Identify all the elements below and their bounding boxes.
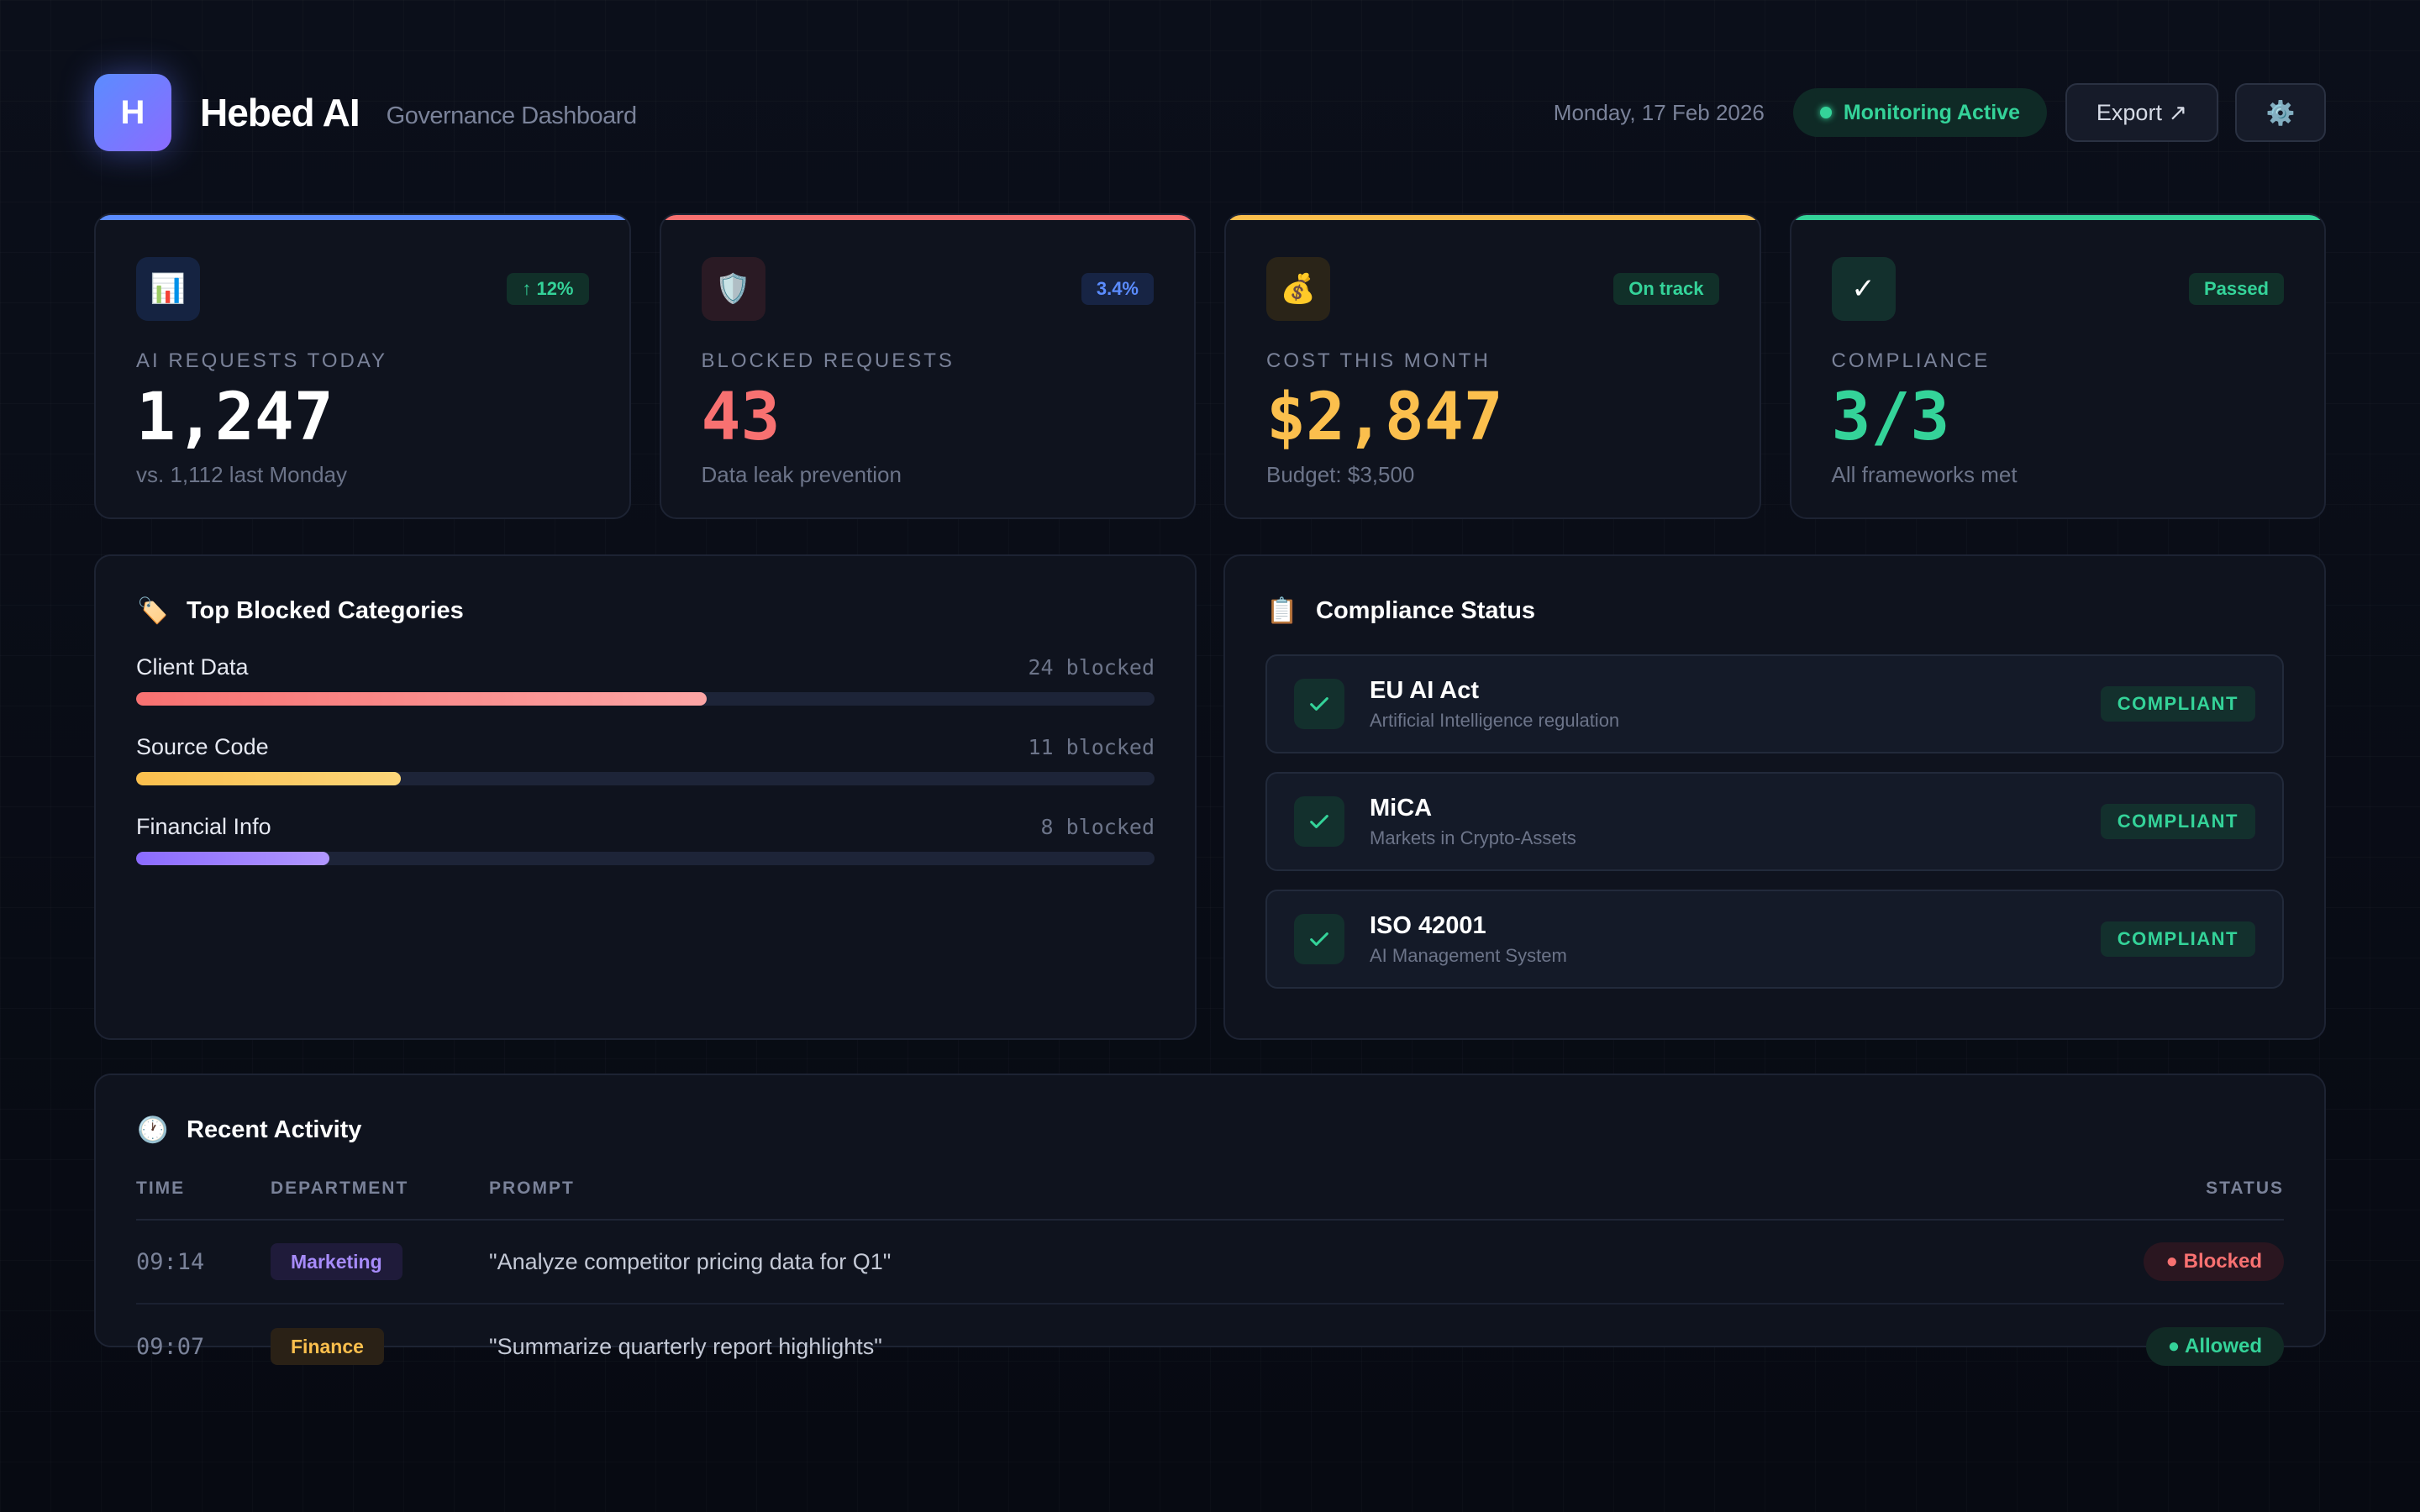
kpi-card-compliance: ✓ Passed COMPLIANCE 3/3 All frameworks m… [1789, 213, 2326, 519]
panel-title: 🏷️ Top Blocked Categories [136, 596, 1155, 626]
kpi-label: BLOCKED REQUESTS [701, 349, 955, 372]
panel-title-text: Top Blocked Categories [187, 597, 464, 624]
table-row[interactable]: 09:07 Finance "Summarize quarterly repor… [136, 1305, 2284, 1389]
chart-icon: 📊 [136, 257, 200, 321]
row-time: 09:07 [136, 1333, 205, 1360]
clipboard-icon: 📋 [1266, 597, 1298, 625]
department-tag: Finance [271, 1328, 384, 1365]
check-icon [1294, 914, 1344, 964]
kpi-subtext: Data leak prevention [701, 462, 902, 487]
column-header-prompt[interactable]: PROMPT [489, 1179, 575, 1198]
category-count: 8 blocked [1040, 815, 1155, 839]
category-name: Source Code [136, 734, 269, 759]
logo: H [94, 74, 171, 151]
header-actions: Monday, 17 Feb 2026 Monitoring Active Ex… [1554, 83, 2326, 142]
monitoring-status-badge: Monitoring Active [1792, 88, 2047, 137]
department-tag: Marketing [271, 1243, 402, 1280]
status-dot-icon [1819, 107, 1832, 118]
progress-track [136, 772, 1155, 785]
row-prompt: "Analyze competitor pricing data for Q1" [489, 1248, 892, 1274]
framework-description: AI Management System [1370, 944, 1567, 966]
panel-title: 🕐 Recent Activity [136, 1116, 2284, 1145]
column-header-status[interactable]: STATUS [2206, 1179, 2284, 1198]
checkmark-icon: ✓ [1831, 257, 1896, 321]
kpi-value: 43 [701, 380, 781, 455]
framework-item-mica[interactable]: MiCA Markets in Crypto-Assets COMPLIANT [1265, 772, 2284, 871]
panel-title-text: Recent Activity [187, 1116, 362, 1143]
row-prompt: "Summarize quarterly report highlights" [489, 1333, 882, 1359]
current-date: Monday, 17 Feb 2026 [1553, 99, 1765, 125]
category-name: Financial Info [136, 814, 271, 839]
check-icon [1294, 679, 1344, 729]
framework-description: Artificial Intelligence regulation [1370, 709, 1620, 731]
status-badge: ● Allowed [2145, 1327, 2284, 1366]
check-icon [1294, 796, 1344, 847]
kpi-card-ai-requests: 📊 ↑ 12% AI REQUESTS TODAY 1,247 vs. 1,11… [94, 213, 631, 519]
compliance-status-panel: 📋 Compliance Status EU AI Act Artificial… [1223, 554, 2326, 1040]
progress-fill [136, 852, 330, 865]
compliance-badge: Passed [2188, 273, 2284, 305]
progress-fill [136, 772, 402, 785]
category-count: 24 blocked [1028, 655, 1155, 680]
kpi-card-blocked-requests: 🛡️ 3.4% BLOCKED REQUESTS 43 Data leak pr… [659, 213, 1196, 519]
export-button[interactable]: Export ↗ [2065, 83, 2218, 142]
framework-name: EU AI Act [1370, 676, 1479, 704]
kpi-subtext: Budget: $3,500 [1266, 462, 1415, 487]
compliant-badge: COMPLIANT [2100, 804, 2255, 839]
kpi-label: AI REQUESTS TODAY [136, 349, 388, 372]
blocked-categories-panel: 🏷️ Top Blocked Categories Client Data 24… [94, 554, 1197, 1040]
card-accent-bar [660, 215, 1194, 220]
column-header-department[interactable]: DEPARTMENT [271, 1179, 409, 1198]
kpi-label: COST THIS MONTH [1266, 349, 1491, 372]
card-accent-bar [1226, 215, 1760, 220]
table-header: TIME DEPARTMENT PROMPT STATUS [136, 1179, 2284, 1221]
clock-icon: 🕐 [137, 1116, 169, 1144]
kpi-label: COMPLIANCE [1831, 349, 1991, 372]
category-item: Client Data 24 blocked [136, 654, 1155, 706]
card-accent-bar [96, 215, 629, 220]
brand-name: Hebed AI [200, 91, 360, 134]
framework-name: ISO 42001 [1370, 911, 1486, 939]
budget-status-badge: On track [1613, 273, 1719, 305]
kpi-subtext: vs. 1,112 last Monday [136, 462, 347, 487]
shield-icon: 🛡️ [701, 257, 765, 321]
compliant-badge: COMPLIANT [2100, 686, 2255, 722]
status-badge: ● Blocked [2144, 1242, 2284, 1281]
progress-track [136, 852, 1155, 865]
framework-name: MiCA [1370, 794, 1433, 822]
money-bag-icon: 💰 [1266, 257, 1330, 321]
kpi-subtext: All frameworks met [1831, 462, 2018, 487]
kpi-value: 1,247 [136, 380, 334, 455]
framework-item-eu-ai-act[interactable]: EU AI Act Artificial Intelligence regula… [1265, 654, 2284, 753]
gear-icon: ⚙️ [2265, 99, 2296, 126]
row-time: 09:14 [136, 1248, 205, 1275]
rate-badge: 3.4% [1081, 273, 1154, 305]
trend-badge: ↑ 12% [507, 273, 589, 305]
kpi-card-cost: 💰 On track COST THIS MONTH $2,847 Budget… [1224, 213, 1761, 519]
table-row[interactable]: 09:14 Marketing "Analyze competitor pric… [136, 1221, 2284, 1305]
kpi-cards: 📊 ↑ 12% AI REQUESTS TODAY 1,247 vs. 1,11… [94, 213, 2326, 519]
column-header-time[interactable]: TIME [136, 1179, 186, 1198]
category-count: 11 blocked [1028, 735, 1155, 759]
page-subtitle: Governance Dashboard [386, 102, 637, 129]
recent-activity-panel: 🕐 Recent Activity TIME DEPARTMENT PROMPT… [94, 1074, 2326, 1366]
settings-button[interactable]: ⚙️ [2235, 83, 2326, 142]
card-accent-bar [1791, 215, 2324, 220]
progress-track [136, 692, 1155, 706]
category-name: Client Data [136, 654, 249, 680]
panel-title-text: Compliance Status [1316, 597, 1536, 624]
header: H Hebed AI Governance Dashboard Monday, … [94, 74, 2326, 151]
framework-item-iso-42001[interactable]: ISO 42001 AI Management System COMPLIANT [1265, 890, 2284, 989]
kpi-value: 3/3 [1831, 380, 1950, 455]
category-item: Financial Info 8 blocked [136, 814, 1155, 865]
monitoring-label: Monitoring Active [1843, 100, 2020, 124]
kpi-value: $2,847 [1266, 380, 1503, 455]
progress-fill [136, 692, 707, 706]
framework-list: EU AI Act Artificial Intelligence regula… [1265, 654, 2284, 989]
compliant-badge: COMPLIANT [2100, 921, 2255, 957]
panel-title: 📋 Compliance Status [1265, 596, 2284, 626]
framework-description: Markets in Crypto-Assets [1370, 827, 1576, 848]
category-item: Source Code 11 blocked [136, 734, 1155, 785]
tag-icon: 🏷️ [137, 597, 169, 625]
